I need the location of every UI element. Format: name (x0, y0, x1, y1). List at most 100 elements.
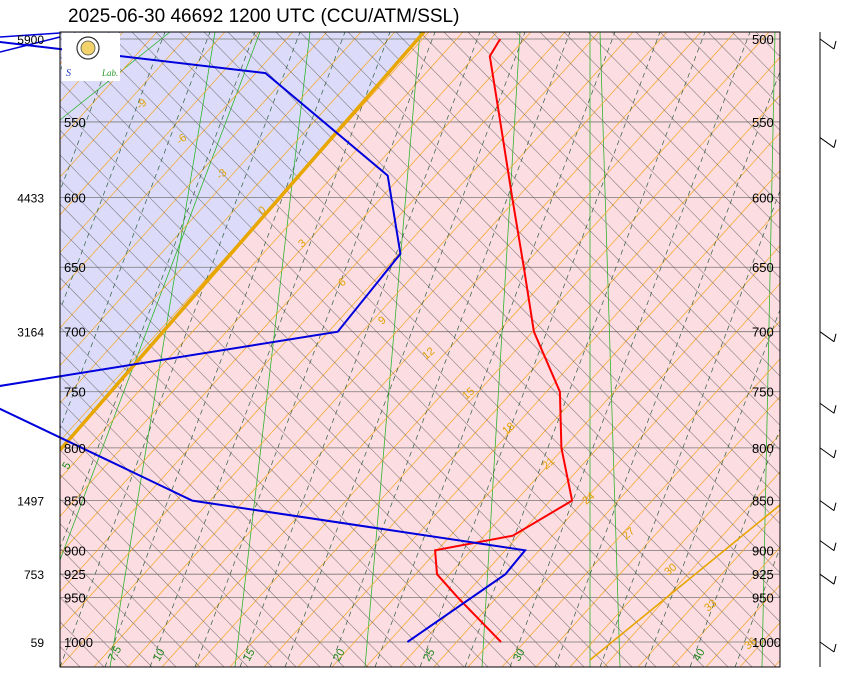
diag-grid-line (155, 32, 777, 667)
diag-grid-line (779, 32, 780, 33)
isotherm-label: 40 (691, 647, 708, 664)
diag-grid-line (60, 129, 585, 667)
diag-grid-line (251, 32, 780, 574)
mixing-ratio-label: 5 (60, 460, 73, 471)
wind-barb-flag (833, 576, 837, 585)
diag-grid-line (347, 32, 780, 475)
diag-grid-line (60, 80, 633, 667)
sounding-trace (0, 40, 527, 643)
pressure-label-left: 550 (64, 115, 86, 130)
diag-grid-line (515, 32, 780, 303)
dry-adiabat-line (0, 2, 14, 667)
dry-adiabat-line (161, 32, 736, 667)
pressure-label-left: 650 (64, 260, 86, 275)
isotherm-line (481, 32, 521, 667)
isotherm-line (60, 32, 261, 561)
moist-adiabat-line (825, 32, 850, 667)
diag-grid-line (635, 32, 780, 180)
logo-text-lab: Lab. (101, 68, 118, 78)
dry-adiabat-line (60, 32, 498, 517)
wind-barb-flag (833, 405, 837, 414)
diag-grid-line (611, 32, 780, 205)
dry-adiabat-line (60, 32, 430, 442)
dry-adiabat-line (60, 32, 226, 216)
diag-grid-line (395, 32, 780, 426)
logo-seal-center (80, 40, 96, 56)
sounding-trace (434, 38, 574, 643)
isotherm-line (364, 32, 421, 667)
dry-adiabat-line (467, 320, 780, 667)
pressure-label-right: 800 (752, 441, 774, 456)
wind-barb-flag (833, 40, 837, 50)
diag-grid-line (60, 474, 249, 667)
sounding-traces (0, 32, 574, 643)
pressure-label-right: 550 (752, 115, 774, 130)
trace-extension (0, 32, 61, 38)
pressure-label-left: 700 (64, 325, 86, 340)
parcel-line (60, 32, 426, 452)
dry-adiabat-line (60, 32, 464, 480)
pressure-label-right: 700 (752, 325, 774, 340)
pressure-label-right: 650 (752, 260, 774, 275)
dry-adiabat-line (60, 32, 260, 254)
pressure-label-right: 950 (752, 590, 774, 605)
isotherm-line (761, 32, 776, 667)
dry-adiabat-line (195, 32, 770, 667)
height-label: 3164 (17, 326, 44, 340)
dry-adiabat-line (60, 32, 158, 140)
trace-extension (0, 36, 61, 53)
dry-adiabat-line (433, 282, 780, 667)
wind-barb (819, 447, 835, 459)
wind-barb-flag (833, 643, 837, 653)
pressure-label-right: 925 (752, 567, 774, 582)
dry-adiabat-line (60, 32, 532, 555)
diag-grid-line (60, 252, 465, 667)
diag-grid-line (131, 32, 753, 667)
dry-adiabat-line (60, 32, 192, 178)
pressure-label-right: 500 (752, 32, 774, 47)
dry-adiabat-line (501, 358, 780, 667)
chart-title: 2025-06-30 46692 1200 UTC (CCU/ATM/SSL) (68, 6, 460, 27)
moist-adiabat-line (779, 666, 780, 667)
pressure-label-left: 1000 (64, 635, 93, 650)
pressure-label-left: 900 (64, 543, 86, 558)
dry-adiabat-line (127, 32, 702, 667)
diag-grid-line (60, 326, 393, 667)
diag-grid-line (275, 32, 780, 549)
wind-barb (819, 540, 835, 552)
wind-barb (819, 402, 835, 414)
diag-grid-line (60, 277, 441, 667)
pressure-label-right: 1000 (752, 635, 781, 650)
plot-frame (59, 31, 781, 668)
diag-grid-line (60, 523, 201, 667)
diag-grid-line (828, 32, 850, 667)
dry-adiabat-line (263, 94, 780, 667)
parcel-line-lower (589, 504, 780, 661)
wind-barb-flag (833, 502, 837, 511)
dry-adiabat-line (229, 56, 780, 667)
axis-labels: 5005005505506006006506507007007507508008… (17, 32, 781, 664)
diag-grid-line (60, 56, 657, 667)
diag-grid-line (299, 32, 780, 525)
dry-adiabat-line (60, 32, 328, 329)
pressure-label-left: 925 (64, 567, 86, 582)
diag-grid-line (804, 32, 850, 667)
dry-adiabat-line (637, 509, 780, 667)
diag-grid-line (179, 32, 780, 647)
pressure-label-left: 950 (64, 590, 86, 605)
pressure-label-right: 600 (752, 191, 774, 206)
diag-grid-line (203, 32, 780, 623)
isotherm-label: 10 (151, 647, 168, 664)
diag-grid-line (659, 32, 780, 156)
diag-grid-line (107, 32, 729, 667)
diag-grid-line (60, 498, 225, 667)
height-label: 4433 (17, 192, 44, 206)
wind-barb (819, 500, 835, 512)
diag-grid-line (60, 154, 561, 667)
height-label: 753 (24, 568, 44, 582)
height-label: 59 (31, 636, 45, 650)
dry-adiabat-line (297, 132, 780, 667)
diag-grid-line (60, 105, 609, 667)
diag-grid-line (60, 203, 513, 667)
